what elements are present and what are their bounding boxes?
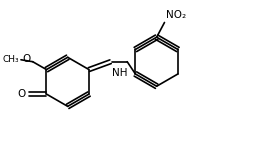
Text: NH: NH — [112, 68, 128, 78]
Text: CH₃: CH₃ — [2, 55, 19, 64]
Text: O: O — [18, 89, 26, 99]
Text: NO₂: NO₂ — [167, 9, 186, 20]
Text: O: O — [23, 54, 31, 64]
